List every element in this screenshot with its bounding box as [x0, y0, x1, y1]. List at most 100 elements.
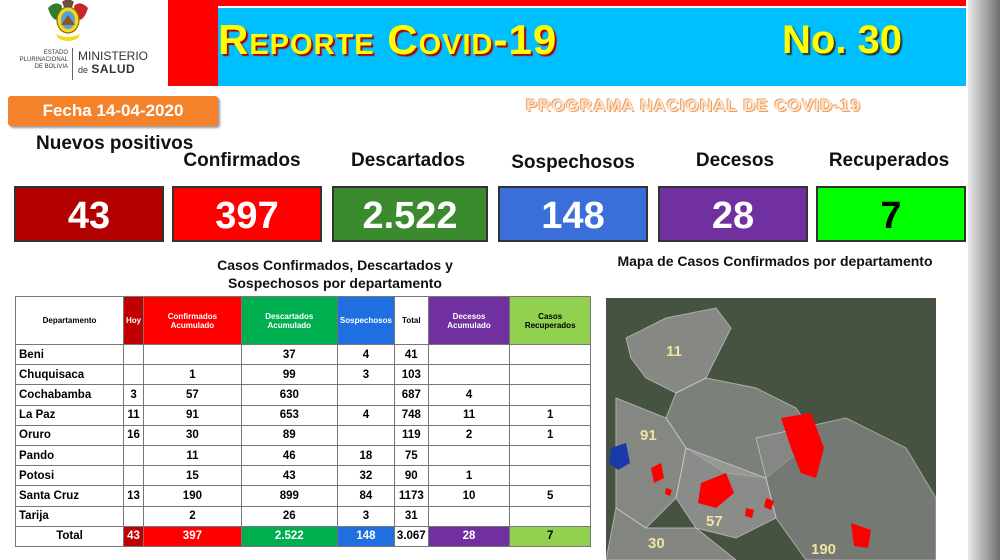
report-date: Fecha 14-04-2020 [8, 96, 218, 126]
table-cell: 11 [143, 444, 242, 467]
stat-label-descartados: Descartados [350, 150, 466, 171]
table-cell: 3 [336, 505, 395, 527]
table-cell: 899 [240, 485, 338, 507]
map-label-cochabamba: 57 [706, 513, 723, 530]
table-cell: 89 [240, 424, 338, 446]
map-label-santa-cruz: 190 [811, 541, 836, 558]
table-header-cell: Departamento [15, 296, 124, 345]
logo-state-line: PLURINACIONAL [19, 57, 68, 63]
map-cases-cochabamba [698, 473, 734, 508]
table-header-cell: Descartados Acumulado [240, 296, 338, 345]
report-number: No. 30 [782, 18, 903, 62]
table-cell: 687 [393, 384, 429, 406]
table-cell: 31 [393, 505, 429, 527]
department-name-cell: Chuquisaca [15, 364, 124, 386]
table-cell: 75 [393, 444, 429, 467]
total-cell: 2.522 [240, 525, 338, 547]
table-cell: 13 [122, 485, 145, 507]
table-cell: 4 [336, 404, 395, 426]
total-cell: 7 [509, 525, 591, 547]
table-body: Beni 37 4 41 Chuquisaca 1 99 3 103 Cochabamba 3 57 6… [15, 343, 591, 547]
table-cell: 41 [393, 343, 429, 366]
department-name-cell: Tarija [15, 505, 124, 527]
report-title: Reporte Covid-19 [218, 16, 558, 63]
table-header-cell: Hoy [122, 296, 145, 345]
table-cell: 18 [336, 444, 395, 467]
table-cell: 10 [427, 485, 511, 507]
table-cell: 30 [143, 424, 242, 446]
total-cell: 397 [143, 525, 242, 547]
table-cell [143, 343, 242, 366]
table-cell [122, 343, 145, 366]
department-name-cell: Potosi [15, 465, 124, 487]
map-cases-small-2 [764, 498, 774, 510]
table-cell: 26 [240, 505, 338, 527]
total-cell: 148 [336, 525, 395, 547]
table-cell: 15 [143, 465, 242, 487]
logo-ministry-de: de [78, 65, 89, 75]
table-cell [509, 343, 591, 366]
department-name-cell: Pando [15, 444, 124, 467]
table-cell: 2 [427, 424, 511, 446]
table-cell: 46 [240, 444, 338, 467]
table-cell: 37 [240, 343, 338, 366]
table-cell: 11 [427, 404, 511, 426]
table-cell: 32 [336, 465, 395, 487]
table-cell [427, 444, 511, 467]
table-cell: 748 [393, 404, 429, 426]
map-label-la-paz: 91 [640, 427, 657, 444]
table-header-cell: Confirmados Acumulado [143, 296, 242, 345]
table-cell: 91 [143, 404, 242, 426]
table-header-cell: Casos Recuperados [509, 296, 591, 345]
table-row: Chuquisaca 1 99 3 103 [15, 364, 591, 386]
department-table: Departamento Hoy Confirmados Acumulado Desc… [15, 296, 591, 547]
table-cell [122, 364, 145, 386]
map-cases-small-3 [665, 488, 672, 496]
table-cell [509, 384, 591, 406]
stat-label-nuevos-positivos: Nuevos positivos [36, 132, 193, 155]
total-cell: 3.067 [393, 525, 429, 547]
table-cell: 1173 [393, 485, 429, 507]
table-cell [427, 505, 511, 527]
stat-label-recuperados: Recuperados [828, 150, 950, 171]
table-cell: 1 [143, 364, 242, 386]
table-row: Oruro 16 30 89 119 2 1 [15, 424, 591, 446]
table-cell: 119 [393, 424, 429, 446]
table-row: Santa Cruz 13 190 899 84 1173 10 5 [15, 485, 591, 507]
map-cases-santa-cruz-north [781, 413, 824, 478]
table-cell: 11 [122, 404, 145, 426]
map-cases-la-paz [651, 463, 664, 483]
department-name-cell: Oruro [15, 424, 124, 446]
table-title: Casos Confirmados, Descartados y Sospech… [217, 257, 453, 291]
logo-state-text: ESTADO PLURINACIONAL DE BOLIVIA [8, 50, 68, 71]
table-cell: 84 [336, 485, 395, 507]
table-cell: 1 [509, 424, 591, 446]
table-cell [122, 505, 145, 527]
table-header-row: Departamento Hoy Confirmados Acumulado Desc… [15, 296, 591, 345]
table-cell [336, 384, 395, 406]
header-banner-cyan [218, 6, 966, 86]
table-cell [509, 505, 591, 527]
table-cell: 43 [240, 465, 338, 487]
table-cell: 90 [393, 465, 429, 487]
table-cell: 1 [509, 404, 591, 426]
table-row: Pando 11 46 18 75 [15, 444, 591, 467]
logo-ministry-top: MINISTERIO [78, 49, 149, 63]
stat-label-decesos: Decesos [695, 150, 775, 171]
logo-divider [72, 48, 73, 80]
program-name: PROGRAMA NACIONAL DE COVID-19 [526, 96, 862, 115]
ministry-logo: ESTADO PLURINACIONAL DE BOLIVIA MINISTER… [6, 0, 156, 86]
table-cell [122, 444, 145, 467]
table-row: Tarija 2 26 3 31 [15, 505, 591, 527]
total-cell: 43 [122, 525, 145, 547]
stat-value-confirmados: 397 [172, 186, 322, 242]
logo-state-line: DE BOLIVIA [34, 64, 68, 70]
table-cell [509, 364, 591, 386]
table-cell: 653 [240, 404, 338, 426]
table-cell: 4 [336, 343, 395, 366]
stat-value-sospechosos: 148 [498, 186, 648, 242]
stat-value-descartados: 2.522 [332, 186, 488, 242]
map-cases-santa-cruz-south [851, 523, 871, 548]
department-name-cell: La Paz [15, 404, 124, 426]
